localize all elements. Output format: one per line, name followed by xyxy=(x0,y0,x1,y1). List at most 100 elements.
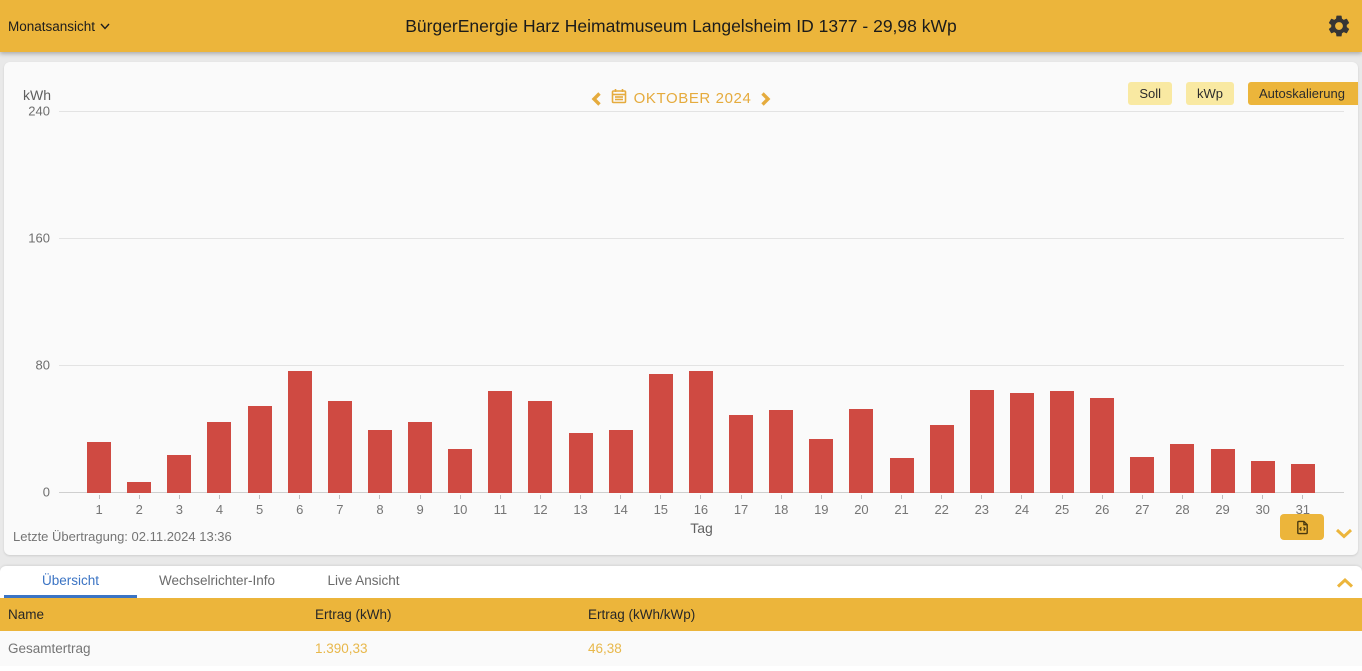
bar-day-28[interactable] xyxy=(1162,112,1202,493)
chevron-up-icon xyxy=(1336,577,1354,588)
export-data-button[interactable] xyxy=(1280,514,1324,540)
bar-day-5[interactable] xyxy=(240,112,280,493)
bar-day-10[interactable] xyxy=(440,112,480,493)
bar-day-31[interactable] xyxy=(1283,112,1323,493)
col-header-name: Name xyxy=(8,607,45,622)
x-tick-labels: 1 2 3 4 5 6 7 8 9 10 11 12 13 14 15 16 17 18 19 20 21 22 23 24 2… xyxy=(79,495,1323,517)
bar xyxy=(448,448,473,493)
x-tick-label-28: 28 xyxy=(1162,495,1202,517)
x-tick-label-14: 14 xyxy=(601,495,641,517)
bar xyxy=(1210,448,1235,493)
y-tick-label: 240 xyxy=(28,103,50,119)
bar xyxy=(648,373,673,493)
x-axis-title: Tag xyxy=(690,520,713,536)
bar xyxy=(167,454,192,493)
bar-day-20[interactable] xyxy=(841,112,881,493)
bar-day-25[interactable] xyxy=(1042,112,1082,493)
table-row: Gesamtertrag 1.390,33 46,38 xyxy=(0,631,1362,666)
bar-day-23[interactable] xyxy=(962,112,1002,493)
kwp-toggle-button[interactable]: kWp xyxy=(1186,82,1234,105)
bar-day-29[interactable] xyxy=(1203,112,1243,493)
x-tick-label-13: 13 xyxy=(561,495,601,517)
x-tick-label-27: 27 xyxy=(1122,495,1162,517)
next-month-button[interactable] xyxy=(758,91,772,106)
bar-day-1[interactable] xyxy=(79,112,119,493)
soll-toggle-button[interactable]: Soll xyxy=(1128,82,1172,105)
x-tick-label-19: 19 xyxy=(801,495,841,517)
x-tick-label-20: 20 xyxy=(841,495,881,517)
bar xyxy=(488,391,513,493)
autoscale-toggle-button[interactable]: Autoskalierung xyxy=(1248,82,1358,105)
bar xyxy=(528,400,553,493)
x-tick-label-3: 3 xyxy=(159,495,199,517)
bar xyxy=(247,405,272,493)
bar-day-18[interactable] xyxy=(761,112,801,493)
collapse-chart-button[interactable] xyxy=(1335,526,1353,539)
bar-day-16[interactable] xyxy=(681,112,721,493)
bar xyxy=(1050,391,1075,493)
gear-icon xyxy=(1328,15,1350,37)
tab-live-ansicht[interactable]: Live Ansicht xyxy=(327,573,400,588)
bar-chart-plot: 0 80 160 240 xyxy=(28,104,1344,500)
bar-day-7[interactable] xyxy=(320,112,360,493)
tab-uebersicht[interactable]: Übersicht xyxy=(4,566,137,598)
x-tick-label-10: 10 xyxy=(440,495,480,517)
bar-day-12[interactable] xyxy=(520,112,560,493)
view-selector-label: Monatsansicht xyxy=(8,18,96,34)
x-tick-label-26: 26 xyxy=(1082,495,1122,517)
x-tick-label-21: 21 xyxy=(882,495,922,517)
bar xyxy=(1250,461,1275,493)
x-tick-label-22: 22 xyxy=(922,495,962,517)
x-tick-label-29: 29 xyxy=(1203,495,1243,517)
bar-day-19[interactable] xyxy=(801,112,841,493)
bar xyxy=(809,439,834,493)
bar-day-24[interactable] xyxy=(1002,112,1042,493)
x-tick-label-25: 25 xyxy=(1042,495,1082,517)
x-tick-label-12: 12 xyxy=(520,495,560,517)
bar-day-27[interactable] xyxy=(1122,112,1162,493)
x-tick-label-8: 8 xyxy=(360,495,400,517)
bar xyxy=(1290,464,1315,493)
table-header-row: Name Ertrag (kWh) Ertrag (kWh/kWp) xyxy=(0,598,1362,631)
bar-day-11[interactable] xyxy=(480,112,520,493)
bar-day-13[interactable] xyxy=(561,112,601,493)
prev-month-button[interactable] xyxy=(590,91,604,106)
row-ertrag-kwh: 1.390,33 xyxy=(315,641,368,656)
settings-button[interactable] xyxy=(1326,13,1352,39)
bar xyxy=(1130,456,1155,493)
row-ertrag-kwh-kwp: 46,38 xyxy=(588,641,622,656)
x-tick-label-31: 31 xyxy=(1283,495,1323,517)
bar-day-4[interactable] xyxy=(199,112,239,493)
x-tick-label-23: 23 xyxy=(962,495,1002,517)
top-bar: Monatsansicht BürgerEnergie Harz Heimatm… xyxy=(0,0,1362,52)
page-title: BürgerEnergie Harz Heimatmuseum Langelsh… xyxy=(405,15,957,36)
bar-day-3[interactable] xyxy=(159,112,199,493)
view-selector[interactable]: Monatsansicht xyxy=(8,19,110,34)
x-tick-label-6: 6 xyxy=(280,495,320,517)
bar xyxy=(327,400,352,493)
bar-day-22[interactable] xyxy=(922,112,962,493)
bar-day-30[interactable] xyxy=(1243,112,1283,493)
x-tick-label-16: 16 xyxy=(681,495,721,517)
bar xyxy=(1009,393,1034,493)
bar-day-14[interactable] xyxy=(601,112,641,493)
tab-wechselrichter-info[interactable]: Wechselrichter-Info xyxy=(159,573,276,588)
collapse-panel-button[interactable] xyxy=(1336,576,1354,588)
bar xyxy=(127,481,152,493)
last-transmission-status: Letzte Übertragung: 02.11.2024 13:36 xyxy=(13,529,232,544)
bar xyxy=(608,429,633,493)
bar-day-6[interactable] xyxy=(280,112,320,493)
bar-day-2[interactable] xyxy=(119,112,159,493)
bar-day-21[interactable] xyxy=(882,112,922,493)
calendar-icon[interactable] xyxy=(611,88,627,109)
bar-day-9[interactable] xyxy=(400,112,440,493)
bar-day-15[interactable] xyxy=(641,112,681,493)
x-tick-label-17: 17 xyxy=(721,495,761,517)
bar-day-26[interactable] xyxy=(1082,112,1122,493)
bar xyxy=(408,421,433,493)
x-tick-label-5: 5 xyxy=(240,495,280,517)
month-label[interactable]: OKTOBER 2024 xyxy=(633,90,752,107)
bar-day-17[interactable] xyxy=(721,112,761,493)
bar-day-8[interactable] xyxy=(360,112,400,493)
bar xyxy=(87,442,112,493)
